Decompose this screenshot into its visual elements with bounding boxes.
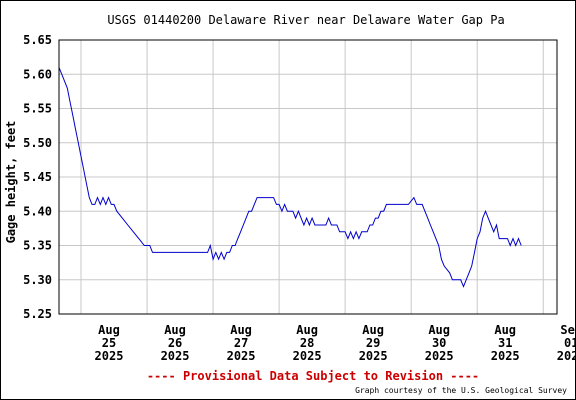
x-tick-label: 26 — [168, 336, 182, 350]
y-tick-label: 5.50 — [23, 136, 52, 150]
x-tick-label: 2025 — [161, 349, 190, 363]
x-tick-label: Aug — [428, 323, 450, 337]
x-tick-label: 2025 — [557, 349, 576, 363]
x-tick-label: Aug — [164, 323, 186, 337]
x-tick-label: Aug — [98, 323, 120, 337]
series-layer — [58, 67, 522, 288]
y-tick-label: 5.35 — [23, 239, 52, 253]
y-tick-label: 5.25 — [23, 307, 52, 321]
x-axis-ticks: Aug252025Aug262025Aug272025Aug282025Aug2… — [95, 323, 576, 363]
x-tick-label: Aug — [296, 323, 318, 337]
y-tick-label: 5.40 — [23, 204, 52, 218]
plot-area-border — [58, 39, 558, 315]
x-tick-label: 2025 — [95, 349, 124, 363]
x-tick-label: 27 — [234, 336, 248, 350]
x-tick-label: Aug — [494, 323, 516, 337]
usgs-courtesy-note: Graph courtesy of the U.S. Geological Su… — [355, 386, 567, 395]
grid — [59, 39, 557, 315]
x-tick-label: 29 — [366, 336, 380, 350]
y-tick-label: 5.60 — [23, 67, 52, 81]
x-tick-label: 2025 — [425, 349, 454, 363]
gage-height-series-line — [58, 67, 522, 288]
x-tick-label: Sep — [560, 323, 576, 337]
x-tick-label: 25 — [102, 336, 116, 350]
x-tick-label: 2025 — [227, 349, 256, 363]
x-tick-label: 31 — [498, 336, 512, 350]
x-tick-label: 2025 — [491, 349, 520, 363]
y-tick-label: 5.65 — [23, 33, 52, 47]
x-tick-label: 01 — [564, 336, 576, 350]
y-tick-label: 5.45 — [23, 170, 52, 184]
provisional-notice: ---- Provisional Data Subject to Revisio… — [147, 369, 479, 383]
x-tick-label: Aug — [362, 323, 384, 337]
x-tick-label: Aug — [230, 323, 252, 337]
x-tick-label: 2025 — [359, 349, 388, 363]
y-tick-label: 5.30 — [23, 273, 52, 287]
x-tick-label: 2025 — [293, 349, 322, 363]
y-tick-label: 5.55 — [23, 102, 52, 116]
y-axis-ticks: 5.25 5.30 5.35 5.40 5.45 5.50 5.55 5.60 5.65 — [23, 33, 52, 321]
x-tick-label: 28 — [300, 336, 314, 350]
y-axis-label: Gage height, feet — [4, 121, 18, 244]
x-tick-label: 30 — [432, 336, 446, 350]
chart-title: USGS 01440200 Delaware River near Delawa… — [107, 13, 504, 27]
